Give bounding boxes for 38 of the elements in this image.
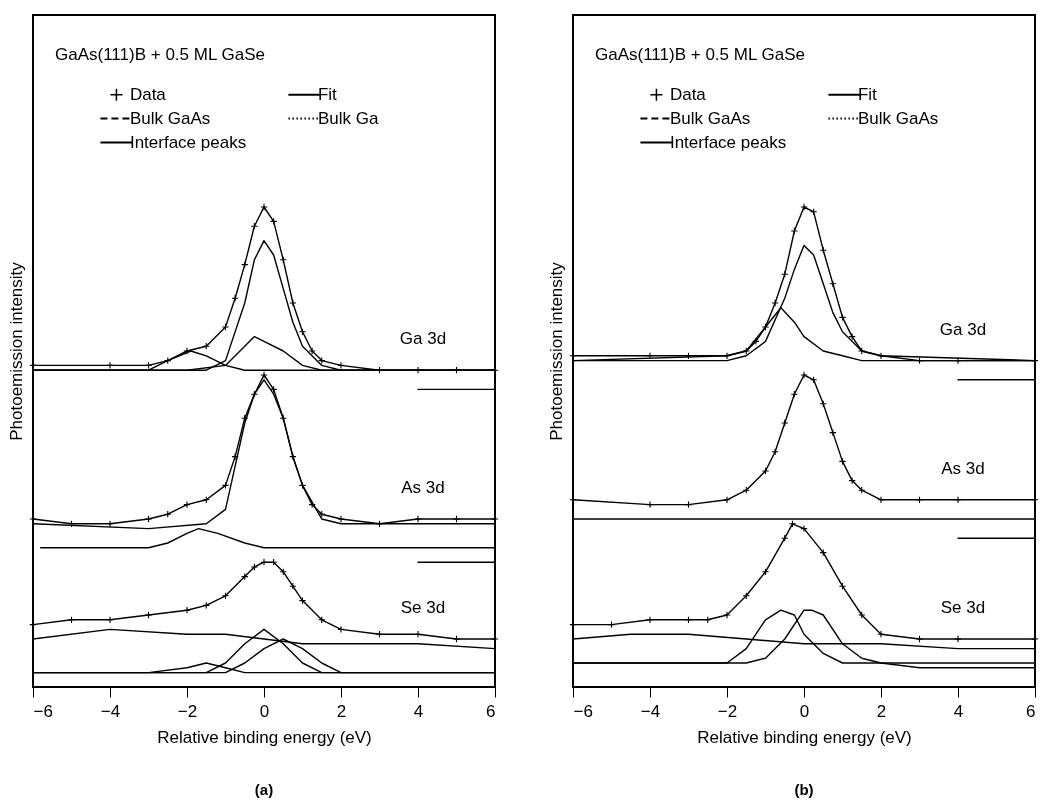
annotation: As 3d: [941, 458, 985, 478]
legend-label: Interface peaks: [129, 132, 247, 152]
legend-label: Data: [129, 84, 167, 104]
x-axis-title: Relative binding energy (eV): [157, 727, 372, 747]
annotation: As 3d: [401, 478, 445, 497]
annotation: Se 3d: [400, 598, 446, 617]
x-tick-label: −6: [33, 701, 53, 721]
legend-label: Data: [669, 84, 707, 104]
annotation: Se 3d: [940, 598, 986, 617]
x-tick-label: −2: [177, 701, 198, 721]
legend-label: Interface peaks: [669, 132, 787, 152]
x-axis-title: Relative binding energy (eV): [697, 727, 912, 747]
annotation: Ga 3d: [399, 329, 447, 349]
legend-label: Fit: [317, 84, 338, 104]
legend-label: Bulk Ga: [317, 108, 379, 128]
y-axis-title: Photoemission intensity: [546, 261, 566, 441]
x-tick-label: 2: [336, 701, 347, 721]
x-tick-label: 6: [486, 701, 496, 721]
annotation: Ga 3d: [939, 319, 987, 339]
text: (a): [254, 781, 274, 798]
x-tick-label: −4: [100, 701, 121, 721]
x-tick-label: 2: [876, 701, 887, 721]
legend-label: Bulk GaAs: [857, 108, 939, 128]
x-tick-label: 0: [259, 701, 270, 721]
text: (b): [794, 781, 814, 798]
text: GaAs(111)B + 0.5 ML GaSe: [55, 45, 265, 64]
x-tick-label: 0: [799, 701, 810, 721]
x-tick-label: −6: [573, 701, 593, 721]
x-tick-label: 4: [953, 701, 964, 721]
x-tick-label: 6: [1026, 701, 1036, 721]
y-axis-title: Photoemission intensity: [6, 261, 26, 441]
legend-label: Bulk GaAs: [129, 108, 211, 128]
x-tick-label: 4: [413, 701, 424, 721]
legend-label: Bulk GaAs: [669, 108, 751, 128]
x-tick-label: −2: [717, 701, 738, 721]
text: GaAs(111)B + 0.5 ML GaSe: [595, 45, 805, 64]
legend-label: Fit: [857, 84, 878, 104]
x-tick-label: −4: [640, 701, 661, 721]
